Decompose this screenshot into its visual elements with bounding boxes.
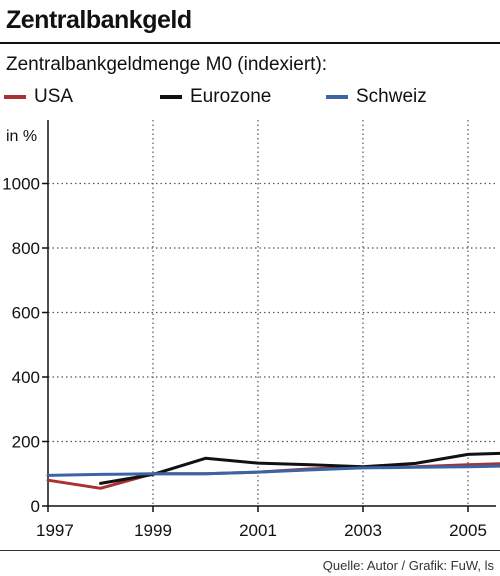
x-tick-label: 2001 [239, 521, 277, 540]
y-tick-label: 600 [12, 304, 40, 323]
series-line-usa [46, 462, 500, 490]
chart-title: Zentralbankgeld [6, 6, 192, 34]
title-rule [0, 42, 500, 44]
series-line-schweiz [46, 464, 500, 477]
legend-swatch-schweiz [326, 95, 348, 99]
x-tick-label: 2003 [344, 521, 382, 540]
chart-subtitle: Zentralbankgeldmenge M0 (indexiert): [6, 54, 328, 75]
series-line-eurozone [99, 451, 500, 485]
legend-label-usa: USA [34, 86, 74, 107]
source-note: Quelle: Autor / Grafik: FuW, ls [322, 558, 494, 573]
y-tick-label: 0 [31, 497, 40, 516]
legend-label-eurozone: Eurozone [190, 86, 272, 107]
y-tick-label: 200 [12, 433, 40, 452]
x-tick-label: 2005 [449, 521, 487, 540]
chart-legend: USA Eurozone Schweiz [0, 86, 500, 108]
x-axis-ticks: 199719992001200320052007200920112013 [36, 506, 487, 540]
legend-item-eurozone: Eurozone [160, 86, 271, 108]
grid-lines [48, 120, 496, 506]
series-lines [46, 451, 500, 490]
y-axis-ticks: 0 200 400 600 800 1000 [2, 175, 48, 516]
y-axis-unit-label: in % [6, 128, 37, 145]
x-tick-label: 1997 [36, 521, 74, 540]
axes [47, 120, 496, 507]
y-tick-label: 400 [12, 368, 40, 387]
y-tick-label: 800 [12, 239, 40, 258]
x-tick-label: 1999 [134, 521, 172, 540]
legend-label-schweiz: Schweiz [356, 86, 427, 107]
legend-swatch-eurozone [160, 95, 182, 99]
footer-rule [0, 550, 500, 551]
y-tick-label: 1000 [2, 175, 40, 194]
legend-item-schweiz: Schweiz [326, 86, 427, 108]
legend-item-usa: USA [4, 86, 73, 108]
legend-swatch-usa [4, 95, 26, 99]
